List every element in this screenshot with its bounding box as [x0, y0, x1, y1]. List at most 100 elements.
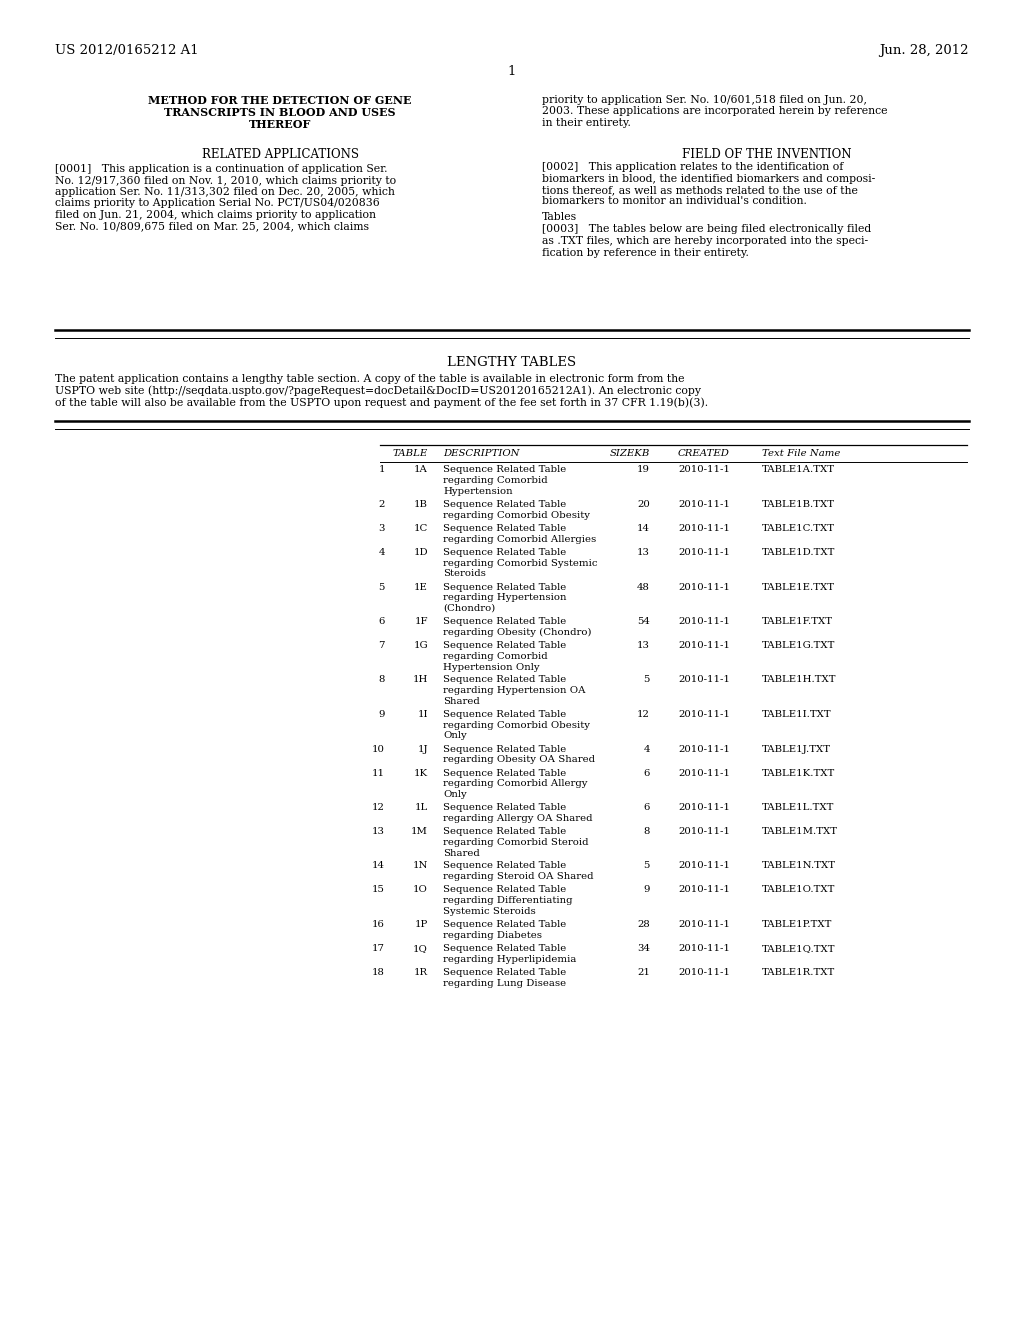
Text: 2: 2	[379, 500, 385, 510]
Text: 2010-11-1: 2010-11-1	[678, 968, 730, 977]
Text: Sequence Related Table
regarding Comorbid Obesity
Only: Sequence Related Table regarding Comorbi…	[443, 710, 590, 741]
Text: US 2012/0165212 A1: US 2012/0165212 A1	[55, 44, 199, 57]
Text: 15: 15	[372, 886, 385, 895]
Text: SIZEKB: SIZEKB	[609, 449, 650, 458]
Text: Sequence Related Table
regarding Obesity (Chondro): Sequence Related Table regarding Obesity…	[443, 616, 592, 638]
Text: 7: 7	[379, 642, 385, 649]
Text: TABLE1P.TXT: TABLE1P.TXT	[762, 920, 833, 929]
Text: Sequence Related Table
regarding Hypertension OA
Shared: Sequence Related Table regarding Hyperte…	[443, 676, 586, 706]
Text: Sequence Related Table
regarding Comorbid Obesity: Sequence Related Table regarding Comorbi…	[443, 500, 590, 520]
Text: 1C: 1C	[414, 524, 428, 533]
Text: METHOD FOR THE DETECTION OF GENE: METHOD FOR THE DETECTION OF GENE	[148, 95, 412, 106]
Text: THEREOF: THEREOF	[249, 119, 311, 129]
Text: 1J: 1J	[418, 744, 428, 754]
Text: Jun. 28, 2012: Jun. 28, 2012	[880, 44, 969, 57]
Text: 2010-11-1: 2010-11-1	[678, 886, 730, 895]
Text: 8: 8	[644, 828, 650, 836]
Text: Sequence Related Table
regarding Comorbid
Hypertension: Sequence Related Table regarding Comorbi…	[443, 466, 566, 496]
Text: Sequence Related Table
regarding Comorbid Systemic
Steroids: Sequence Related Table regarding Comorbi…	[443, 548, 597, 578]
Text: 12: 12	[637, 710, 650, 719]
Text: 10: 10	[372, 744, 385, 754]
Text: TABLE: TABLE	[393, 449, 428, 458]
Text: 6: 6	[644, 768, 650, 777]
Text: TABLE1I.TXT: TABLE1I.TXT	[762, 710, 831, 719]
Text: 2010-11-1: 2010-11-1	[678, 944, 730, 953]
Text: 2010-11-1: 2010-11-1	[678, 710, 730, 719]
Text: 13: 13	[637, 548, 650, 557]
Text: Sequence Related Table
regarding Lung Disease: Sequence Related Table regarding Lung Di…	[443, 968, 566, 987]
Text: 5: 5	[644, 862, 650, 870]
Text: claims priority to Application Serial No. PCT/US04/020836: claims priority to Application Serial No…	[55, 198, 380, 209]
Text: CREATED: CREATED	[678, 449, 730, 458]
Text: 4: 4	[379, 548, 385, 557]
Text: application Ser. No. 11/313,302 filed on Dec. 20, 2005, which: application Ser. No. 11/313,302 filed on…	[55, 187, 395, 197]
Text: 2010-11-1: 2010-11-1	[678, 676, 730, 685]
Text: TABLE1D.TXT: TABLE1D.TXT	[762, 548, 836, 557]
Text: 1G: 1G	[414, 642, 428, 649]
Text: Sequence Related Table
regarding Comorbid Allergies: Sequence Related Table regarding Comorbi…	[443, 524, 596, 544]
Text: TABLE1G.TXT: TABLE1G.TXT	[762, 642, 836, 649]
Text: biomarkers to monitor an individual's condition.: biomarkers to monitor an individual's co…	[542, 197, 807, 206]
Text: Sequence Related Table
regarding Comorbid Steroid
Shared: Sequence Related Table regarding Comorbi…	[443, 828, 589, 858]
Text: 6: 6	[379, 616, 385, 626]
Text: 1P: 1P	[415, 920, 428, 929]
Text: 8: 8	[379, 676, 385, 685]
Text: in their entirety.: in their entirety.	[542, 117, 631, 128]
Text: 2010-11-1: 2010-11-1	[678, 642, 730, 649]
Text: 2010-11-1: 2010-11-1	[678, 803, 730, 812]
Text: TABLE1C.TXT: TABLE1C.TXT	[762, 524, 835, 533]
Text: 14: 14	[637, 524, 650, 533]
Text: 6: 6	[644, 803, 650, 812]
Text: Sequence Related Table
regarding Diabetes: Sequence Related Table regarding Diabete…	[443, 920, 566, 940]
Text: Sequence Related Table
regarding Obesity OA Shared: Sequence Related Table regarding Obesity…	[443, 744, 595, 764]
Text: TABLE1A.TXT: TABLE1A.TXT	[762, 466, 835, 474]
Text: 1E: 1E	[414, 582, 428, 591]
Text: 14: 14	[372, 862, 385, 870]
Text: 54: 54	[637, 616, 650, 626]
Text: 2010-11-1: 2010-11-1	[678, 616, 730, 626]
Text: 1A: 1A	[414, 466, 428, 474]
Text: 20: 20	[637, 500, 650, 510]
Text: as .TXT files, which are hereby incorporated into the speci-: as .TXT files, which are hereby incorpor…	[542, 236, 868, 246]
Text: Sequence Related Table
regarding Allergy OA Shared: Sequence Related Table regarding Allergy…	[443, 803, 593, 822]
Text: 1: 1	[379, 466, 385, 474]
Text: 1M: 1M	[411, 828, 428, 836]
Text: FIELD OF THE INVENTION: FIELD OF THE INVENTION	[682, 148, 852, 161]
Text: DESCRIPTION: DESCRIPTION	[443, 449, 519, 458]
Text: 5: 5	[379, 582, 385, 591]
Text: 5: 5	[644, 676, 650, 685]
Text: 1H: 1H	[413, 676, 428, 685]
Text: 9: 9	[644, 886, 650, 895]
Text: TABLE1N.TXT: TABLE1N.TXT	[762, 862, 836, 870]
Text: 1L: 1L	[415, 803, 428, 812]
Text: 1K: 1K	[414, 768, 428, 777]
Text: 1D: 1D	[414, 548, 428, 557]
Text: tions thereof, as well as methods related to the use of the: tions thereof, as well as methods relate…	[542, 185, 858, 195]
Text: 3: 3	[379, 524, 385, 533]
Text: TABLE1L.TXT: TABLE1L.TXT	[762, 803, 835, 812]
Text: 13: 13	[637, 642, 650, 649]
Text: Text File Name: Text File Name	[762, 449, 841, 458]
Text: LENGTHY TABLES: LENGTHY TABLES	[447, 356, 577, 370]
Text: fication by reference in their entirety.: fication by reference in their entirety.	[542, 248, 749, 257]
Text: 17: 17	[372, 944, 385, 953]
Text: 1I: 1I	[418, 710, 428, 719]
Text: Sequence Related Table
regarding Hyperlipidemia: Sequence Related Table regarding Hyperli…	[443, 944, 577, 964]
Text: 19: 19	[637, 466, 650, 474]
Text: 9: 9	[379, 710, 385, 719]
Text: TABLE1J.TXT: TABLE1J.TXT	[762, 744, 831, 754]
Text: 13: 13	[372, 828, 385, 836]
Text: [0002]   This application relates to the identification of: [0002] This application relates to the i…	[542, 162, 844, 172]
Text: TABLE1E.TXT: TABLE1E.TXT	[762, 582, 835, 591]
Text: 2010-11-1: 2010-11-1	[678, 768, 730, 777]
Text: 2010-11-1: 2010-11-1	[678, 920, 730, 929]
Text: 18: 18	[372, 968, 385, 977]
Text: 2010-11-1: 2010-11-1	[678, 862, 730, 870]
Text: TABLE1H.TXT: TABLE1H.TXT	[762, 676, 837, 685]
Text: 48: 48	[637, 582, 650, 591]
Text: filed on Jun. 21, 2004, which claims priority to application: filed on Jun. 21, 2004, which claims pri…	[55, 210, 376, 220]
Text: 2010-11-1: 2010-11-1	[678, 828, 730, 836]
Text: 21: 21	[637, 968, 650, 977]
Text: 2010-11-1: 2010-11-1	[678, 548, 730, 557]
Text: 34: 34	[637, 944, 650, 953]
